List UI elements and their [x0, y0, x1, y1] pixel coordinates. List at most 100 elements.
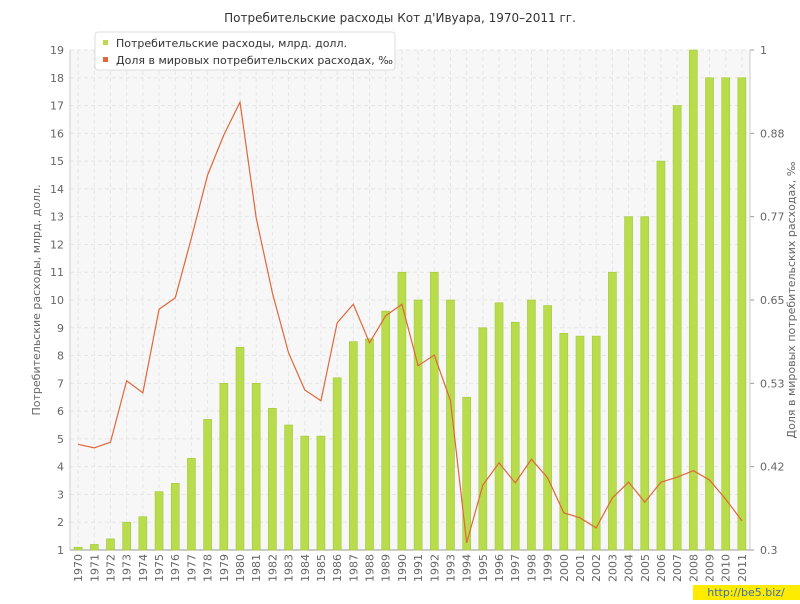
- bar: [235, 346, 245, 551]
- bar: [219, 383, 229, 551]
- x-tick-label: 1981: [250, 554, 263, 582]
- bar: [365, 338, 374, 551]
- y-tick-label: 3: [57, 488, 64, 501]
- bar: [608, 271, 617, 551]
- x-tick-label: 1993: [444, 554, 457, 582]
- x-tick-label: 1989: [380, 554, 393, 582]
- y-tick-label: 15: [50, 155, 64, 168]
- bar: [591, 335, 601, 551]
- bar: [381, 310, 391, 551]
- x-tick-label: 1997: [509, 554, 522, 582]
- x-tick-label: 1987: [347, 554, 360, 582]
- bar: [510, 321, 520, 551]
- bar: [446, 299, 455, 551]
- bar: [187, 458, 196, 551]
- x-tick-label: 1970: [72, 554, 85, 582]
- bar: [170, 483, 180, 551]
- bar: [284, 424, 293, 551]
- x-tick-label: 1999: [542, 554, 555, 582]
- x-tick-label: 1996: [493, 554, 506, 582]
- y-tick-label: 4: [57, 461, 64, 474]
- y2-tick-label: 0.3: [760, 544, 778, 557]
- x-tick-label: 1971: [88, 554, 101, 582]
- x-tick-label: 2011: [736, 554, 749, 582]
- x-tick-label: 2000: [558, 554, 571, 582]
- y2-tick-label: 0.53: [760, 377, 785, 390]
- bar: [462, 396, 471, 551]
- x-tick-label: 1984: [299, 554, 312, 582]
- bar: [527, 299, 536, 551]
- bar: [494, 302, 504, 551]
- bar: [89, 544, 99, 551]
- chart-title: Потребительские расходы Кот д'Ивуара, 19…: [224, 11, 576, 25]
- x-tick-label: 2006: [655, 554, 668, 582]
- y-tick-label: 16: [50, 127, 64, 140]
- bar: [397, 271, 407, 551]
- x-tick-label: 1992: [428, 554, 441, 582]
- bar: [251, 383, 261, 551]
- bar: [478, 327, 488, 551]
- y2-tick-label: 0.42: [760, 461, 785, 474]
- x-tick-label: 1976: [169, 554, 182, 582]
- bar: [138, 516, 148, 551]
- x-tick-label: 2010: [720, 554, 733, 582]
- x-tick-label: 1995: [477, 554, 490, 582]
- x-tick-label: 2005: [639, 554, 652, 582]
- y-tick-label: 7: [57, 377, 64, 390]
- bar: [640, 216, 650, 551]
- bar: [689, 49, 698, 551]
- x-tick-label: 1975: [153, 554, 166, 582]
- y-tick-label: 18: [50, 72, 64, 85]
- bar: [73, 546, 83, 551]
- y-tick-label: 5: [57, 433, 64, 446]
- bar: [349, 341, 358, 551]
- legend: [94, 31, 396, 71]
- bar: [721, 77, 731, 551]
- y2-axis-label: Доля в мировых потребительских расходах,…: [785, 161, 798, 438]
- x-tick-label: 1985: [315, 554, 328, 582]
- bar: [624, 216, 633, 551]
- bar: [672, 105, 682, 551]
- y-tick-label: 14: [50, 183, 64, 196]
- x-tick-label: 2007: [671, 554, 684, 582]
- x-tick-label: 1998: [525, 554, 538, 582]
- x-tick-label: 1982: [266, 554, 279, 582]
- watermark[interactable]: http://be5.biz/: [707, 586, 785, 599]
- bar: [559, 333, 569, 551]
- bar: [413, 299, 423, 551]
- x-tick-label: 1994: [461, 554, 474, 582]
- y-tick-label: 8: [57, 350, 64, 363]
- legend-label: Потребительские расходы, млрд. долл.: [116, 37, 347, 50]
- x-tick-label: 1973: [121, 554, 134, 582]
- bar: [316, 435, 326, 551]
- y-tick-label: 11: [50, 266, 64, 279]
- x-tick-label: 2002: [590, 554, 603, 582]
- x-tick-label: 1991: [412, 554, 425, 582]
- bar: [656, 160, 666, 551]
- y-tick-label: 10: [50, 294, 64, 307]
- legend-swatch: [103, 57, 108, 62]
- y-axis-label: Потребительские расходы, млрд. долл.: [30, 185, 43, 416]
- bar: [203, 419, 212, 551]
- watermark-bg: [693, 585, 800, 600]
- bar: [737, 77, 747, 551]
- bar: [543, 305, 552, 551]
- x-tick-label: 1990: [396, 554, 409, 582]
- y2-tick-label: 0.77: [760, 211, 785, 224]
- y-tick-label: 9: [57, 322, 64, 335]
- y2-tick-label: 0.88: [760, 127, 785, 140]
- legend-label: Доля в мировых потребительских расходах,…: [116, 54, 393, 67]
- x-tick-label: 1988: [364, 554, 377, 582]
- y2-tick-label: 0.65: [760, 294, 785, 307]
- x-tick-label: 1979: [218, 554, 231, 582]
- x-tick-label: 1974: [137, 554, 150, 582]
- x-tick-label: 2001: [574, 554, 587, 582]
- y-tick-label: 19: [50, 44, 64, 57]
- bar: [332, 377, 342, 551]
- bar: [705, 77, 714, 551]
- line: [77, 100, 743, 544]
- legend-swatch: [103, 40, 108, 45]
- x-tick-label: 1983: [283, 554, 296, 582]
- x-tick-label: 1972: [104, 554, 117, 582]
